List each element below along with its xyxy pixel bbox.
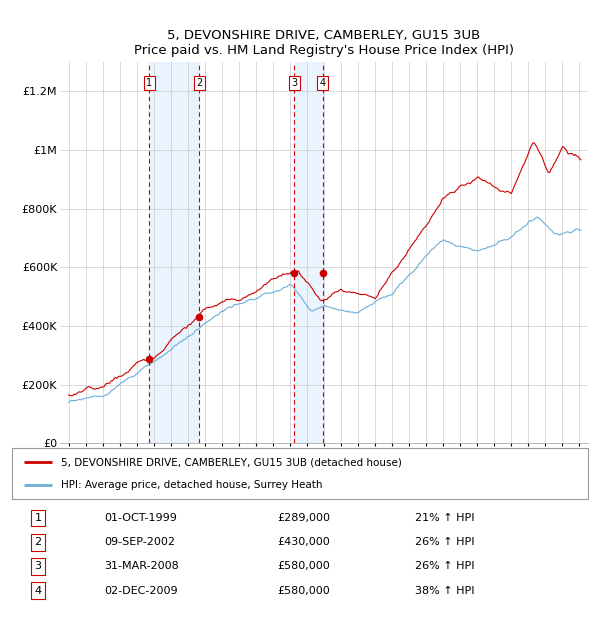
Text: 01-OCT-1999: 01-OCT-1999 [104, 513, 177, 523]
Text: 1: 1 [146, 78, 152, 88]
FancyBboxPatch shape [12, 448, 588, 499]
Text: 4: 4 [34, 586, 41, 596]
Text: £289,000: £289,000 [277, 513, 330, 523]
Text: 02-DEC-2009: 02-DEC-2009 [104, 586, 178, 596]
Text: 09-SEP-2002: 09-SEP-2002 [104, 538, 175, 547]
Text: 26% ↑ HPI: 26% ↑ HPI [415, 538, 475, 547]
Text: 1: 1 [34, 513, 41, 523]
Text: 26% ↑ HPI: 26% ↑ HPI [415, 562, 475, 572]
Text: 3: 3 [291, 78, 297, 88]
Text: 3: 3 [34, 562, 41, 572]
Text: 5, DEVONSHIRE DRIVE, CAMBERLEY, GU15 3UB (detached house): 5, DEVONSHIRE DRIVE, CAMBERLEY, GU15 3UB… [61, 458, 402, 467]
Text: HPI: Average price, detached house, Surrey Heath: HPI: Average price, detached house, Surr… [61, 480, 322, 490]
Text: 31-MAR-2008: 31-MAR-2008 [104, 562, 179, 572]
Bar [294, 62, 323, 443]
Text: £580,000: £580,000 [277, 562, 330, 572]
Text: 21% ↑ HPI: 21% ↑ HPI [415, 513, 475, 523]
Text: 2: 2 [196, 78, 203, 88]
Text: 2: 2 [34, 538, 41, 547]
Text: £580,000: £580,000 [277, 586, 330, 596]
Text: £430,000: £430,000 [277, 538, 330, 547]
Text: 38% ↑ HPI: 38% ↑ HPI [415, 586, 475, 596]
Title: 5, DEVONSHIRE DRIVE, CAMBERLEY, GU15 3UB
Price paid vs. HM Land Registry's House: 5, DEVONSHIRE DRIVE, CAMBERLEY, GU15 3UB… [134, 29, 514, 56]
Text: 4: 4 [320, 78, 326, 88]
Bar [149, 62, 199, 443]
